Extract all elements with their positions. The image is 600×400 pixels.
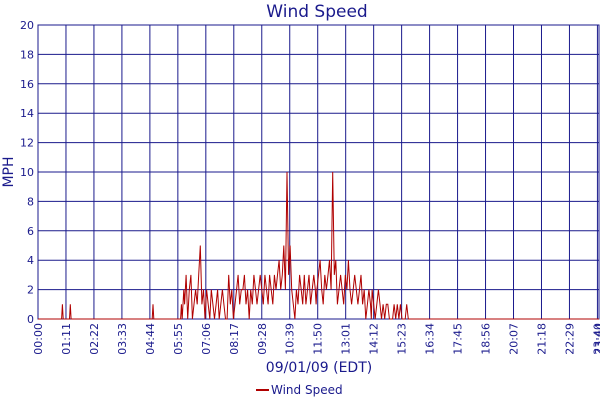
x-tick-label: 00:00 — [32, 323, 45, 355]
x-tick-label: 09:28 — [256, 323, 269, 355]
y-tick-label: 10 — [20, 166, 34, 179]
x-tick-label: 23:40 — [591, 323, 600, 355]
y-tick-label: 20 — [20, 19, 34, 32]
x-tick-label: 23:44 — [593, 323, 600, 355]
y-tick-label: 6 — [27, 225, 34, 238]
x-tick-label: 22:29 — [563, 323, 576, 355]
x-tick-label: 20:07 — [508, 323, 521, 355]
x-tick-label: 04:44 — [144, 323, 157, 355]
y-tick-label: 8 — [27, 195, 34, 208]
x-tick-label: 10:39 — [284, 323, 297, 355]
x-tick-label: 07:06 — [200, 323, 213, 355]
y-axis-label: MPH — [1, 156, 17, 187]
x-tick-label: 02:22 — [88, 323, 101, 355]
x-tick-label: 17:45 — [452, 323, 465, 355]
x-tick-label: 15:23 — [396, 323, 409, 355]
legend-label: Wind Speed — [271, 383, 343, 397]
series-line — [38, 171, 599, 320]
y-tick-label: 0 — [27, 313, 34, 326]
x-tick-label: 08:17 — [228, 323, 241, 355]
y-tick-label: 12 — [20, 137, 34, 150]
x-tick-label: 11:50 — [312, 323, 325, 355]
series-wind-speed — [38, 171, 599, 320]
x-tick-label: 01:11 — [60, 323, 73, 355]
y-tick-label: 14 — [20, 107, 34, 120]
y-tick-label: 16 — [20, 78, 34, 91]
x-axis-ticks: 00:00 01:11 02:22 03:33 04:44 05:55 07:06 08:17… — [32, 323, 600, 355]
x-tick-label: 18:56 — [480, 323, 493, 355]
chart-title: Wind Speed — [266, 2, 367, 22]
x-tick-label: 14:12 — [368, 323, 381, 355]
y-axis-ticks: 0 2 4 6 8 10 12 14 16 18 20 — [20, 19, 34, 326]
x-tick-label: 03:33 — [116, 323, 129, 355]
x-tick-label: 21:18 — [535, 323, 548, 355]
y-tick-label: 4 — [27, 254, 34, 267]
x-tick-label: 16:34 — [424, 323, 437, 355]
x-tick-label: 05:55 — [172, 323, 185, 355]
x-axis-label: 09/01/09 (EDT) — [266, 360, 372, 376]
y-tick-label: 2 — [27, 284, 34, 297]
y-tick-label: 18 — [20, 48, 34, 61]
x-tick-label: 13:01 — [340, 323, 353, 355]
legend: Wind Speed — [256, 383, 343, 397]
